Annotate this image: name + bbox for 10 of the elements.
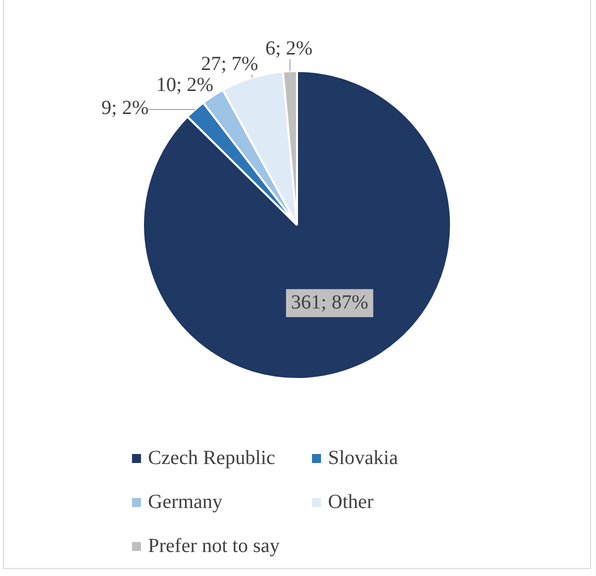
legend-label: Germany	[148, 490, 222, 514]
data-label: 6; 2%	[265, 37, 313, 60]
data-label: 361; 87%	[291, 291, 368, 314]
data-label: 27; 7%	[200, 52, 258, 75]
legend-label: Prefer not to say	[148, 534, 280, 558]
legend-label: Other	[328, 490, 374, 514]
data-label: 9; 2%	[101, 97, 149, 120]
data-label: 10; 2%	[156, 74, 214, 96]
legend-label: Slovakia	[328, 446, 398, 470]
legend-label: Czech Republic	[148, 446, 276, 470]
